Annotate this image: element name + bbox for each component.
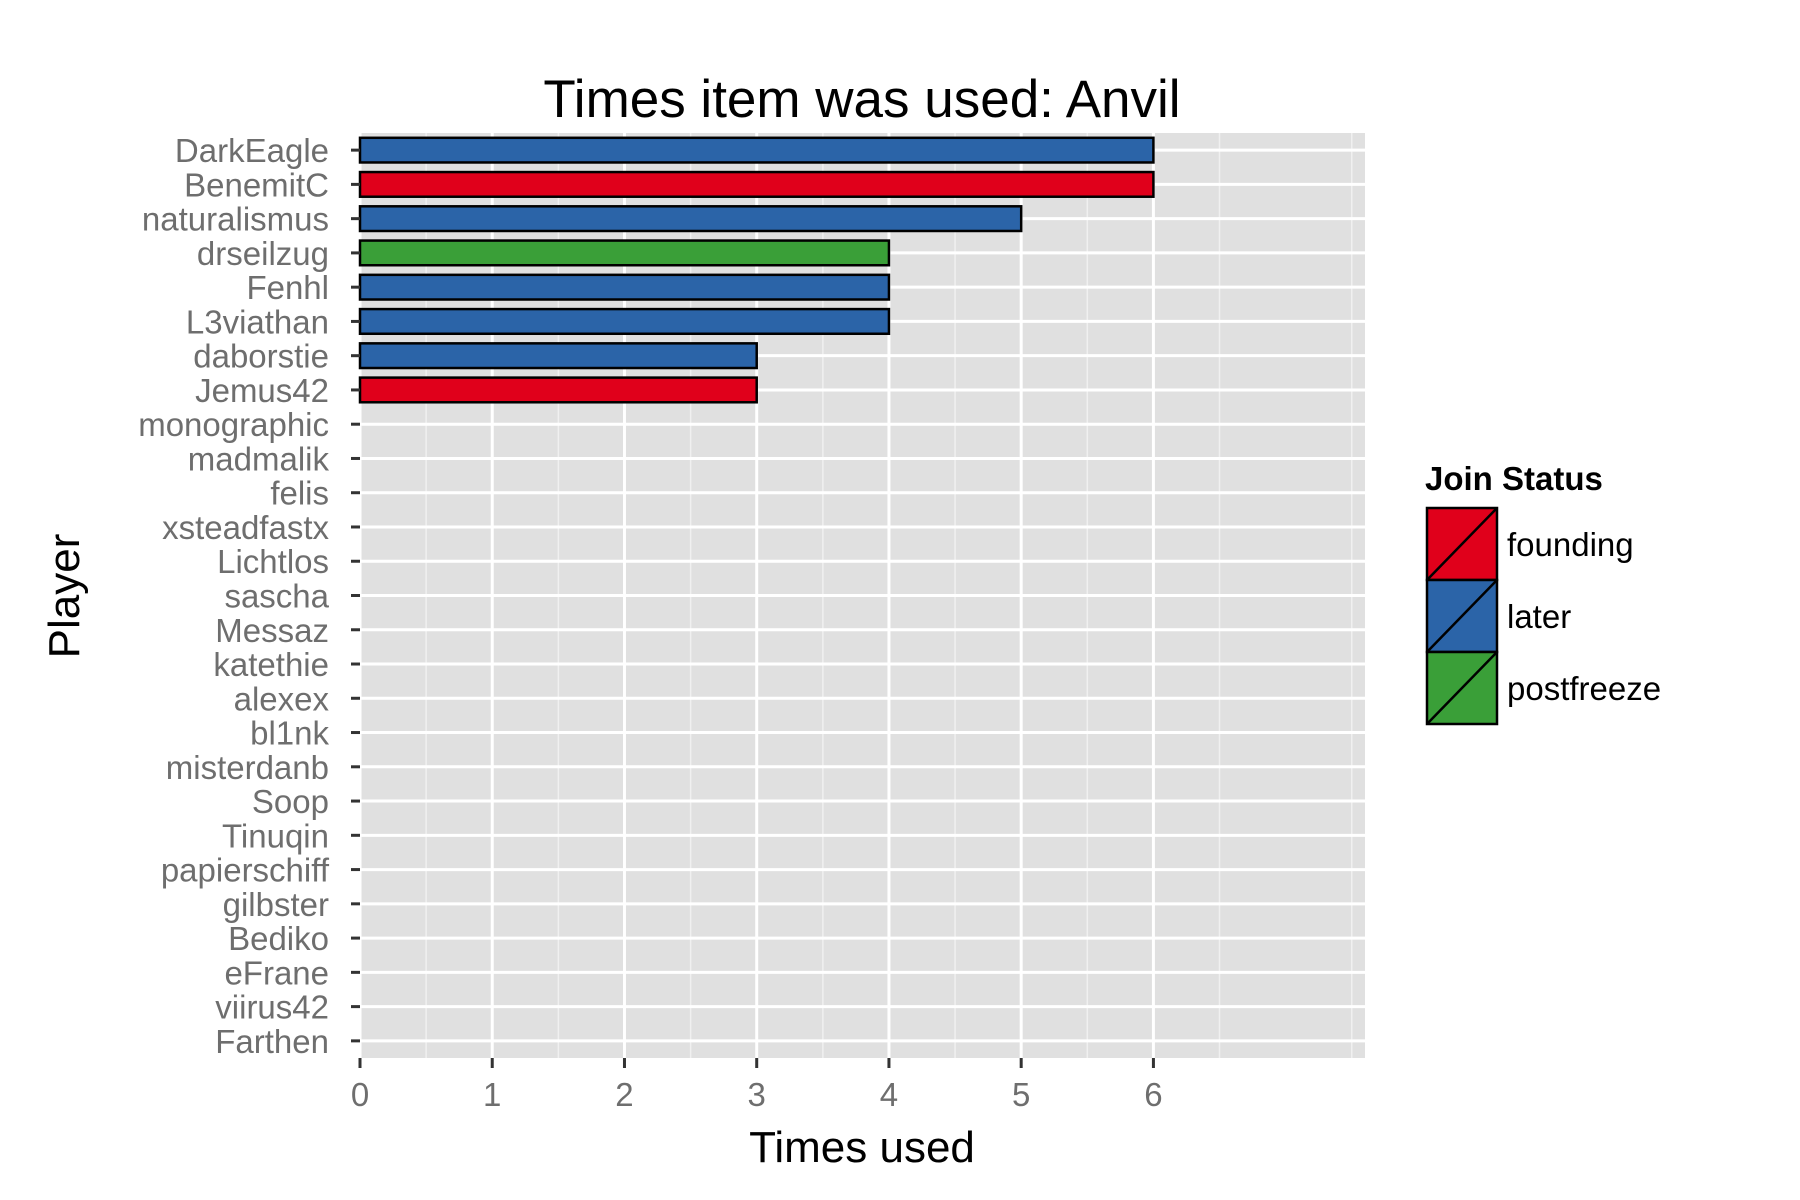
bar-L3viathan xyxy=(358,307,891,336)
y-tick-label: Jemus42 xyxy=(195,372,329,409)
y-tick-label: Soop xyxy=(252,783,329,820)
y-tick-label: misterdanb xyxy=(166,749,329,786)
x-tick-label: 0 xyxy=(351,1076,369,1113)
y-tick-label: Bediko xyxy=(228,920,329,957)
x-tick-label: 1 xyxy=(483,1076,501,1113)
legend-label-later: later xyxy=(1507,598,1571,635)
x-tick-label: 5 xyxy=(1012,1076,1030,1113)
y-tick-label: sascha xyxy=(224,578,329,615)
x-tick-label: 6 xyxy=(1144,1076,1162,1113)
y-tick-label: monographic xyxy=(138,406,329,443)
y-tick-label: alexex xyxy=(234,680,330,717)
chart-title: Times item was used: Anvil xyxy=(543,70,1180,129)
x-axis: 0 1 2 3 4 5 6 xyxy=(351,1058,1163,1113)
y-axis: DarkEagleBenemitCnaturalismusdrseilzugFe… xyxy=(138,132,360,1060)
y-tick-label: madmalik xyxy=(188,440,330,477)
bar-daborstie xyxy=(358,342,758,370)
y-tick-label: Fenhl xyxy=(246,269,329,306)
y-tick-label: papierschiff xyxy=(161,852,330,889)
bar-drseilzug xyxy=(358,239,891,267)
legend-label-founding: founding xyxy=(1507,526,1634,563)
legend: Join Status founding later postfreeze xyxy=(1425,460,1661,726)
bar-Fenhl xyxy=(358,273,891,301)
y-axis-title: Player xyxy=(40,534,89,659)
y-tick-label: katethie xyxy=(213,646,329,683)
legend-key-slash xyxy=(1426,507,1498,581)
y-tick-label: DarkEagle xyxy=(175,132,329,169)
legend-key-slash xyxy=(1426,579,1498,653)
x-tick-label: 4 xyxy=(880,1076,898,1113)
x-tick-label: 2 xyxy=(615,1076,633,1113)
legend-key-slash xyxy=(1426,651,1498,725)
bar-BenemitC xyxy=(358,170,1155,198)
bar-naturalismus xyxy=(358,205,1023,233)
y-tick-label: Farthen xyxy=(215,1023,329,1060)
y-tick-label: viirus42 xyxy=(215,989,329,1026)
y-tick-label: felis xyxy=(270,475,329,512)
legend-title: Join Status xyxy=(1425,460,1603,497)
y-tick-label: L3viathan xyxy=(186,303,329,340)
x-tick-label: 3 xyxy=(748,1076,766,1113)
legend-label-postfreeze: postfreeze xyxy=(1507,670,1661,707)
y-tick-label: daborstie xyxy=(193,338,329,375)
y-tick-label: Tinuqin xyxy=(222,817,329,854)
y-tick-label: eFrane xyxy=(224,954,329,991)
x-axis-title: Times used xyxy=(749,1123,975,1172)
y-tick-label: drseilzug xyxy=(197,235,329,272)
y-tick-label: Messaz xyxy=(215,612,329,649)
y-tick-label: bl1nk xyxy=(250,715,329,752)
bar-DarkEagle xyxy=(358,136,1155,164)
y-tick-label: naturalismus xyxy=(142,201,329,238)
y-tick-label: Lichtlos xyxy=(217,543,329,580)
y-tick-label: xsteadfastx xyxy=(162,509,329,546)
bars xyxy=(358,136,1155,404)
bar-Jemus42 xyxy=(358,376,758,404)
y-tick-label: BenemitC xyxy=(184,166,329,203)
y-tick-label: gilbster xyxy=(223,886,329,923)
